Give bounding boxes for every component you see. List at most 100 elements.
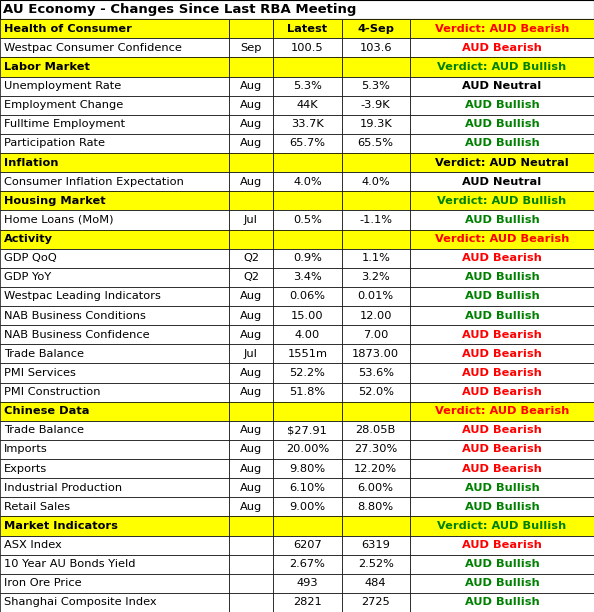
Bar bbox=[229, 459, 273, 478]
Text: 4.0%: 4.0% bbox=[293, 177, 322, 187]
Bar bbox=[273, 364, 342, 382]
Bar bbox=[410, 382, 594, 401]
Text: Fulltime Employment: Fulltime Employment bbox=[4, 119, 125, 129]
Bar bbox=[342, 287, 410, 306]
Text: 33.7K: 33.7K bbox=[291, 119, 324, 129]
Text: AUD Bearish: AUD Bearish bbox=[462, 425, 542, 435]
Text: Q2: Q2 bbox=[243, 272, 259, 282]
Bar bbox=[273, 38, 342, 58]
Bar bbox=[0, 325, 229, 344]
Text: NAB Business Confidence: NAB Business Confidence bbox=[4, 330, 149, 340]
Bar bbox=[229, 421, 273, 440]
Bar bbox=[0, 172, 229, 191]
Bar bbox=[342, 536, 410, 554]
Bar bbox=[0, 58, 229, 76]
Bar bbox=[0, 401, 229, 421]
Bar bbox=[0, 115, 229, 134]
Text: 65.7%: 65.7% bbox=[289, 138, 326, 149]
Text: AUD Bullish: AUD Bullish bbox=[465, 215, 539, 225]
Bar bbox=[273, 58, 342, 76]
Text: Unemployment Rate: Unemployment Rate bbox=[4, 81, 121, 91]
Bar bbox=[0, 364, 229, 382]
Bar bbox=[342, 248, 410, 268]
Bar bbox=[273, 172, 342, 191]
Text: Latest: Latest bbox=[287, 24, 327, 34]
Bar bbox=[0, 536, 229, 554]
Text: Aug: Aug bbox=[240, 81, 262, 91]
Bar bbox=[0, 344, 229, 364]
Text: 0.9%: 0.9% bbox=[293, 253, 322, 263]
Text: 65.5%: 65.5% bbox=[358, 138, 394, 149]
Bar bbox=[229, 38, 273, 58]
Text: Verdict: AUD Bearish: Verdict: AUD Bearish bbox=[435, 406, 569, 416]
Text: 0.5%: 0.5% bbox=[293, 215, 322, 225]
Bar bbox=[342, 38, 410, 58]
Text: Activity: Activity bbox=[4, 234, 52, 244]
Text: 4-Sep: 4-Sep bbox=[357, 24, 394, 34]
Bar bbox=[229, 115, 273, 134]
Bar bbox=[229, 172, 273, 191]
Bar bbox=[410, 421, 594, 440]
Bar bbox=[273, 459, 342, 478]
Bar bbox=[273, 230, 342, 248]
Text: 20.00%: 20.00% bbox=[286, 444, 329, 455]
Text: Jul: Jul bbox=[244, 215, 258, 225]
Bar bbox=[342, 440, 410, 459]
Bar bbox=[410, 401, 594, 421]
Bar bbox=[0, 517, 229, 536]
Text: AUD Bearish: AUD Bearish bbox=[462, 349, 542, 359]
Text: Verdict: AUD Bullish: Verdict: AUD Bullish bbox=[437, 196, 567, 206]
Bar bbox=[0, 268, 229, 287]
Text: Trade Balance: Trade Balance bbox=[4, 349, 84, 359]
Text: Aug: Aug bbox=[240, 177, 262, 187]
Text: -1.1%: -1.1% bbox=[359, 215, 392, 225]
Bar bbox=[342, 153, 410, 172]
Bar bbox=[410, 268, 594, 287]
Bar bbox=[229, 574, 273, 593]
Bar bbox=[229, 554, 273, 574]
Bar bbox=[229, 593, 273, 612]
Bar bbox=[0, 248, 229, 268]
Text: AUD Bullish: AUD Bullish bbox=[465, 578, 539, 588]
Bar bbox=[410, 497, 594, 517]
Text: Inflation: Inflation bbox=[4, 157, 58, 168]
Bar bbox=[229, 478, 273, 497]
Text: ASX Index: ASX Index bbox=[4, 540, 61, 550]
Text: GDP YoY: GDP YoY bbox=[4, 272, 51, 282]
Text: Trade Balance: Trade Balance bbox=[4, 425, 84, 435]
Bar bbox=[229, 536, 273, 554]
Bar bbox=[0, 421, 229, 440]
Text: $27.91: $27.91 bbox=[287, 425, 327, 435]
Text: NAB Business Conditions: NAB Business Conditions bbox=[4, 310, 146, 321]
Bar bbox=[229, 364, 273, 382]
Text: Jul: Jul bbox=[244, 349, 258, 359]
Text: 6.00%: 6.00% bbox=[358, 483, 394, 493]
Text: AUD Bearish: AUD Bearish bbox=[462, 43, 542, 53]
Bar bbox=[229, 76, 273, 95]
Text: AUD Bearish: AUD Bearish bbox=[462, 540, 542, 550]
Bar bbox=[273, 478, 342, 497]
Bar bbox=[273, 153, 342, 172]
Text: Aug: Aug bbox=[240, 330, 262, 340]
Text: 100.5: 100.5 bbox=[291, 43, 324, 53]
Bar bbox=[0, 287, 229, 306]
Bar bbox=[410, 440, 594, 459]
Text: AUD Bullish: AUD Bullish bbox=[465, 559, 539, 569]
Bar bbox=[229, 382, 273, 401]
Bar bbox=[342, 76, 410, 95]
Bar bbox=[342, 172, 410, 191]
Bar bbox=[273, 134, 342, 153]
Text: Westpac Leading Indicators: Westpac Leading Indicators bbox=[4, 291, 160, 302]
Bar bbox=[410, 211, 594, 230]
Bar bbox=[229, 287, 273, 306]
Bar bbox=[0, 191, 229, 211]
Text: 27.30%: 27.30% bbox=[354, 444, 397, 455]
Bar bbox=[0, 230, 229, 248]
Bar bbox=[342, 134, 410, 153]
Bar bbox=[229, 440, 273, 459]
Bar bbox=[410, 172, 594, 191]
Bar bbox=[342, 268, 410, 287]
Text: AUD Bearish: AUD Bearish bbox=[462, 368, 542, 378]
Bar bbox=[273, 325, 342, 344]
Bar bbox=[410, 38, 594, 58]
